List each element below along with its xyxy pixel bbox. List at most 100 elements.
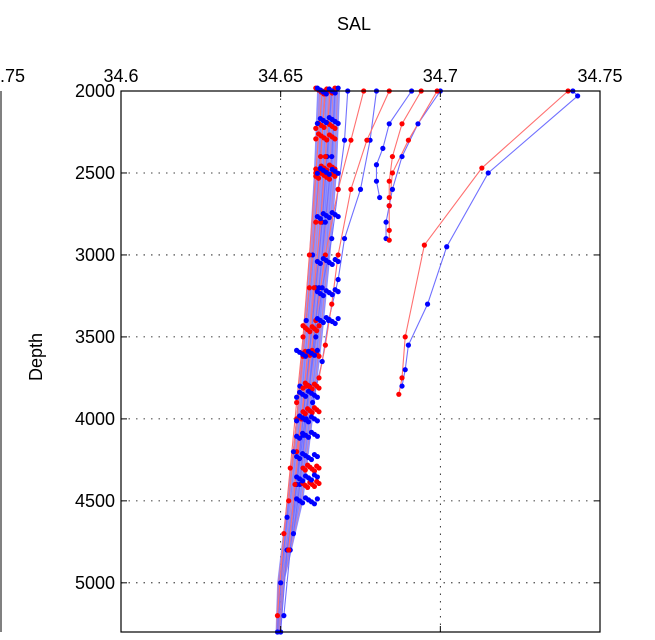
cluster-point-3	[314, 496, 320, 502]
cluster-point-1	[314, 170, 320, 176]
series-point	[313, 334, 319, 340]
cluster-point-3	[308, 456, 315, 463]
cluster-point-0	[326, 176, 333, 182]
series-point	[306, 285, 313, 291]
cluster-point-2	[309, 410, 315, 416]
series-point	[386, 121, 392, 127]
series-point	[402, 334, 408, 340]
cluster-point-2	[316, 323, 322, 329]
series-point	[396, 391, 402, 397]
cluster-point-3	[308, 477, 315, 483]
cluster-point-3	[305, 434, 312, 440]
cluster-point-3	[314, 433, 320, 439]
series-point	[386, 203, 392, 209]
series-line-11	[276, 90, 323, 616]
cluster-point-0	[332, 125, 338, 131]
series-point	[316, 375, 322, 381]
series-point	[281, 613, 287, 619]
series-point	[310, 399, 316, 406]
cluster-point-2	[302, 411, 308, 417]
series-point	[313, 219, 319, 225]
cluster-point-3	[311, 352, 318, 358]
cluster-point-3	[296, 455, 303, 462]
series-point	[479, 165, 485, 171]
series-point	[389, 186, 396, 192]
series-point	[386, 237, 392, 243]
cluster-point-1	[329, 292, 335, 298]
cluster-point-2	[307, 329, 313, 335]
series-point	[317, 153, 324, 160]
cluster-point-3	[299, 500, 306, 506]
series-point	[294, 399, 300, 406]
y-tick-label: 4500	[75, 491, 115, 511]
cluster-point-1	[335, 289, 341, 295]
cluster-point-1	[326, 214, 332, 221]
series-point	[322, 219, 328, 225]
series-points	[274, 85, 581, 635]
series-point	[348, 186, 354, 192]
cluster-point-0	[315, 175, 322, 181]
cluster-point-3	[314, 418, 320, 424]
series-point	[386, 194, 392, 201]
cluster-point-1	[335, 258, 341, 265]
series-point	[348, 137, 354, 143]
series-point	[386, 227, 392, 233]
cluster-point-1	[332, 90, 338, 96]
cluster-point-3	[314, 453, 320, 460]
x-tick-label: 34.65	[258, 66, 303, 86]
cluster-point-2	[304, 484, 311, 491]
series-line-4	[375, 90, 413, 198]
cluster-point-3	[302, 393, 309, 399]
series-point	[322, 342, 328, 348]
series-point	[290, 449, 297, 455]
series-point	[383, 219, 389, 225]
series-line-0	[401, 90, 579, 387]
series-point	[405, 137, 411, 143]
cluster-point-3	[294, 418, 300, 424]
cluster-point-3	[314, 394, 320, 400]
series-point	[402, 367, 408, 373]
cluster-point-1	[332, 320, 338, 327]
series-point	[357, 186, 364, 192]
cluster-point-1	[317, 260, 323, 267]
y-tick-label: 4000	[75, 409, 115, 429]
series-point	[319, 358, 325, 365]
series-point	[364, 137, 370, 143]
cluster-point-2	[316, 465, 322, 471]
series-point	[286, 498, 292, 504]
series-point	[377, 194, 383, 201]
series-point	[281, 531, 287, 537]
plot-frame-rect	[120, 90, 601, 633]
cluster-point-1	[314, 120, 320, 127]
series-point	[306, 252, 313, 258]
series-line-5	[388, 90, 422, 198]
series-point	[399, 121, 405, 127]
series-point	[300, 334, 306, 340]
cluster-point-1	[326, 171, 332, 177]
cluster-point-2	[311, 468, 318, 474]
cluster-point-1	[335, 170, 341, 176]
series-point	[292, 481, 298, 488]
cluster-point-1	[323, 119, 329, 126]
envelope-strand	[276, 90, 320, 633]
y-tick-label: 3000	[75, 245, 115, 265]
cluster-point-1	[329, 261, 335, 268]
cluster-point-2	[316, 385, 322, 391]
cluster-point-3	[314, 474, 320, 480]
series-point	[287, 465, 293, 471]
y-tick-label: 2000	[75, 81, 115, 101]
y-axis-ticks: 2000 2500 3000 3500 4000 4500 5000	[75, 81, 600, 593]
envelope-strand	[275, 90, 318, 633]
series-point	[303, 317, 309, 324]
series-point	[341, 235, 348, 242]
grid-lines	[120, 90, 601, 632]
x-tick-label: 34.7	[423, 66, 458, 86]
series-point	[329, 235, 335, 242]
series-point	[399, 375, 405, 381]
cluster-point-3	[294, 394, 300, 400]
cluster-point-0	[313, 125, 319, 131]
plot-frame	[120, 90, 601, 633]
series-point	[274, 613, 281, 619]
cluster-point-1	[335, 85, 341, 91]
